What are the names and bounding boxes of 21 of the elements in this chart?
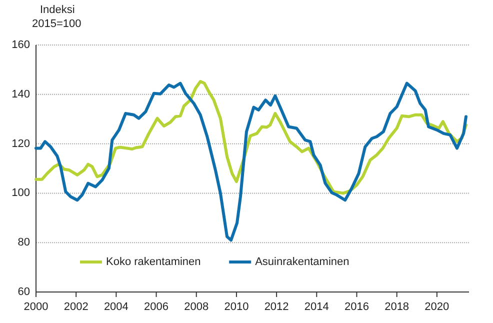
x-tick-label: 2020 [424,301,450,313]
x-tick-label: 2004 [104,301,128,313]
y-tick-label: 140 [12,88,30,100]
x-tick-label: 2016 [344,301,369,313]
y-tick-label: 80 [18,236,30,249]
x-tick-label: 2002 [64,301,88,313]
y-tick-label: 100 [12,187,30,200]
x-tick-label: 2018 [384,301,410,313]
legend-label: Koko rakentaminen [106,256,201,268]
x-tick-label: 2012 [264,301,289,313]
x-tick-label: 2006 [144,301,169,313]
y-tick-label: 60 [18,286,30,298]
y-tick-label: 120 [12,138,30,150]
x-tick-label: 2014 [304,301,329,313]
x-tick-label: 2008 [184,301,209,313]
legend-label: Asuinrakentaminen [255,256,350,268]
y-axis-title: Indeksi 2015=100 [32,4,82,30]
x-tick-label: 2000 [24,301,48,313]
y-tick-label: 160 [12,39,30,51]
line-series [34,82,468,242]
x-tick-label: 2010 [224,301,249,313]
